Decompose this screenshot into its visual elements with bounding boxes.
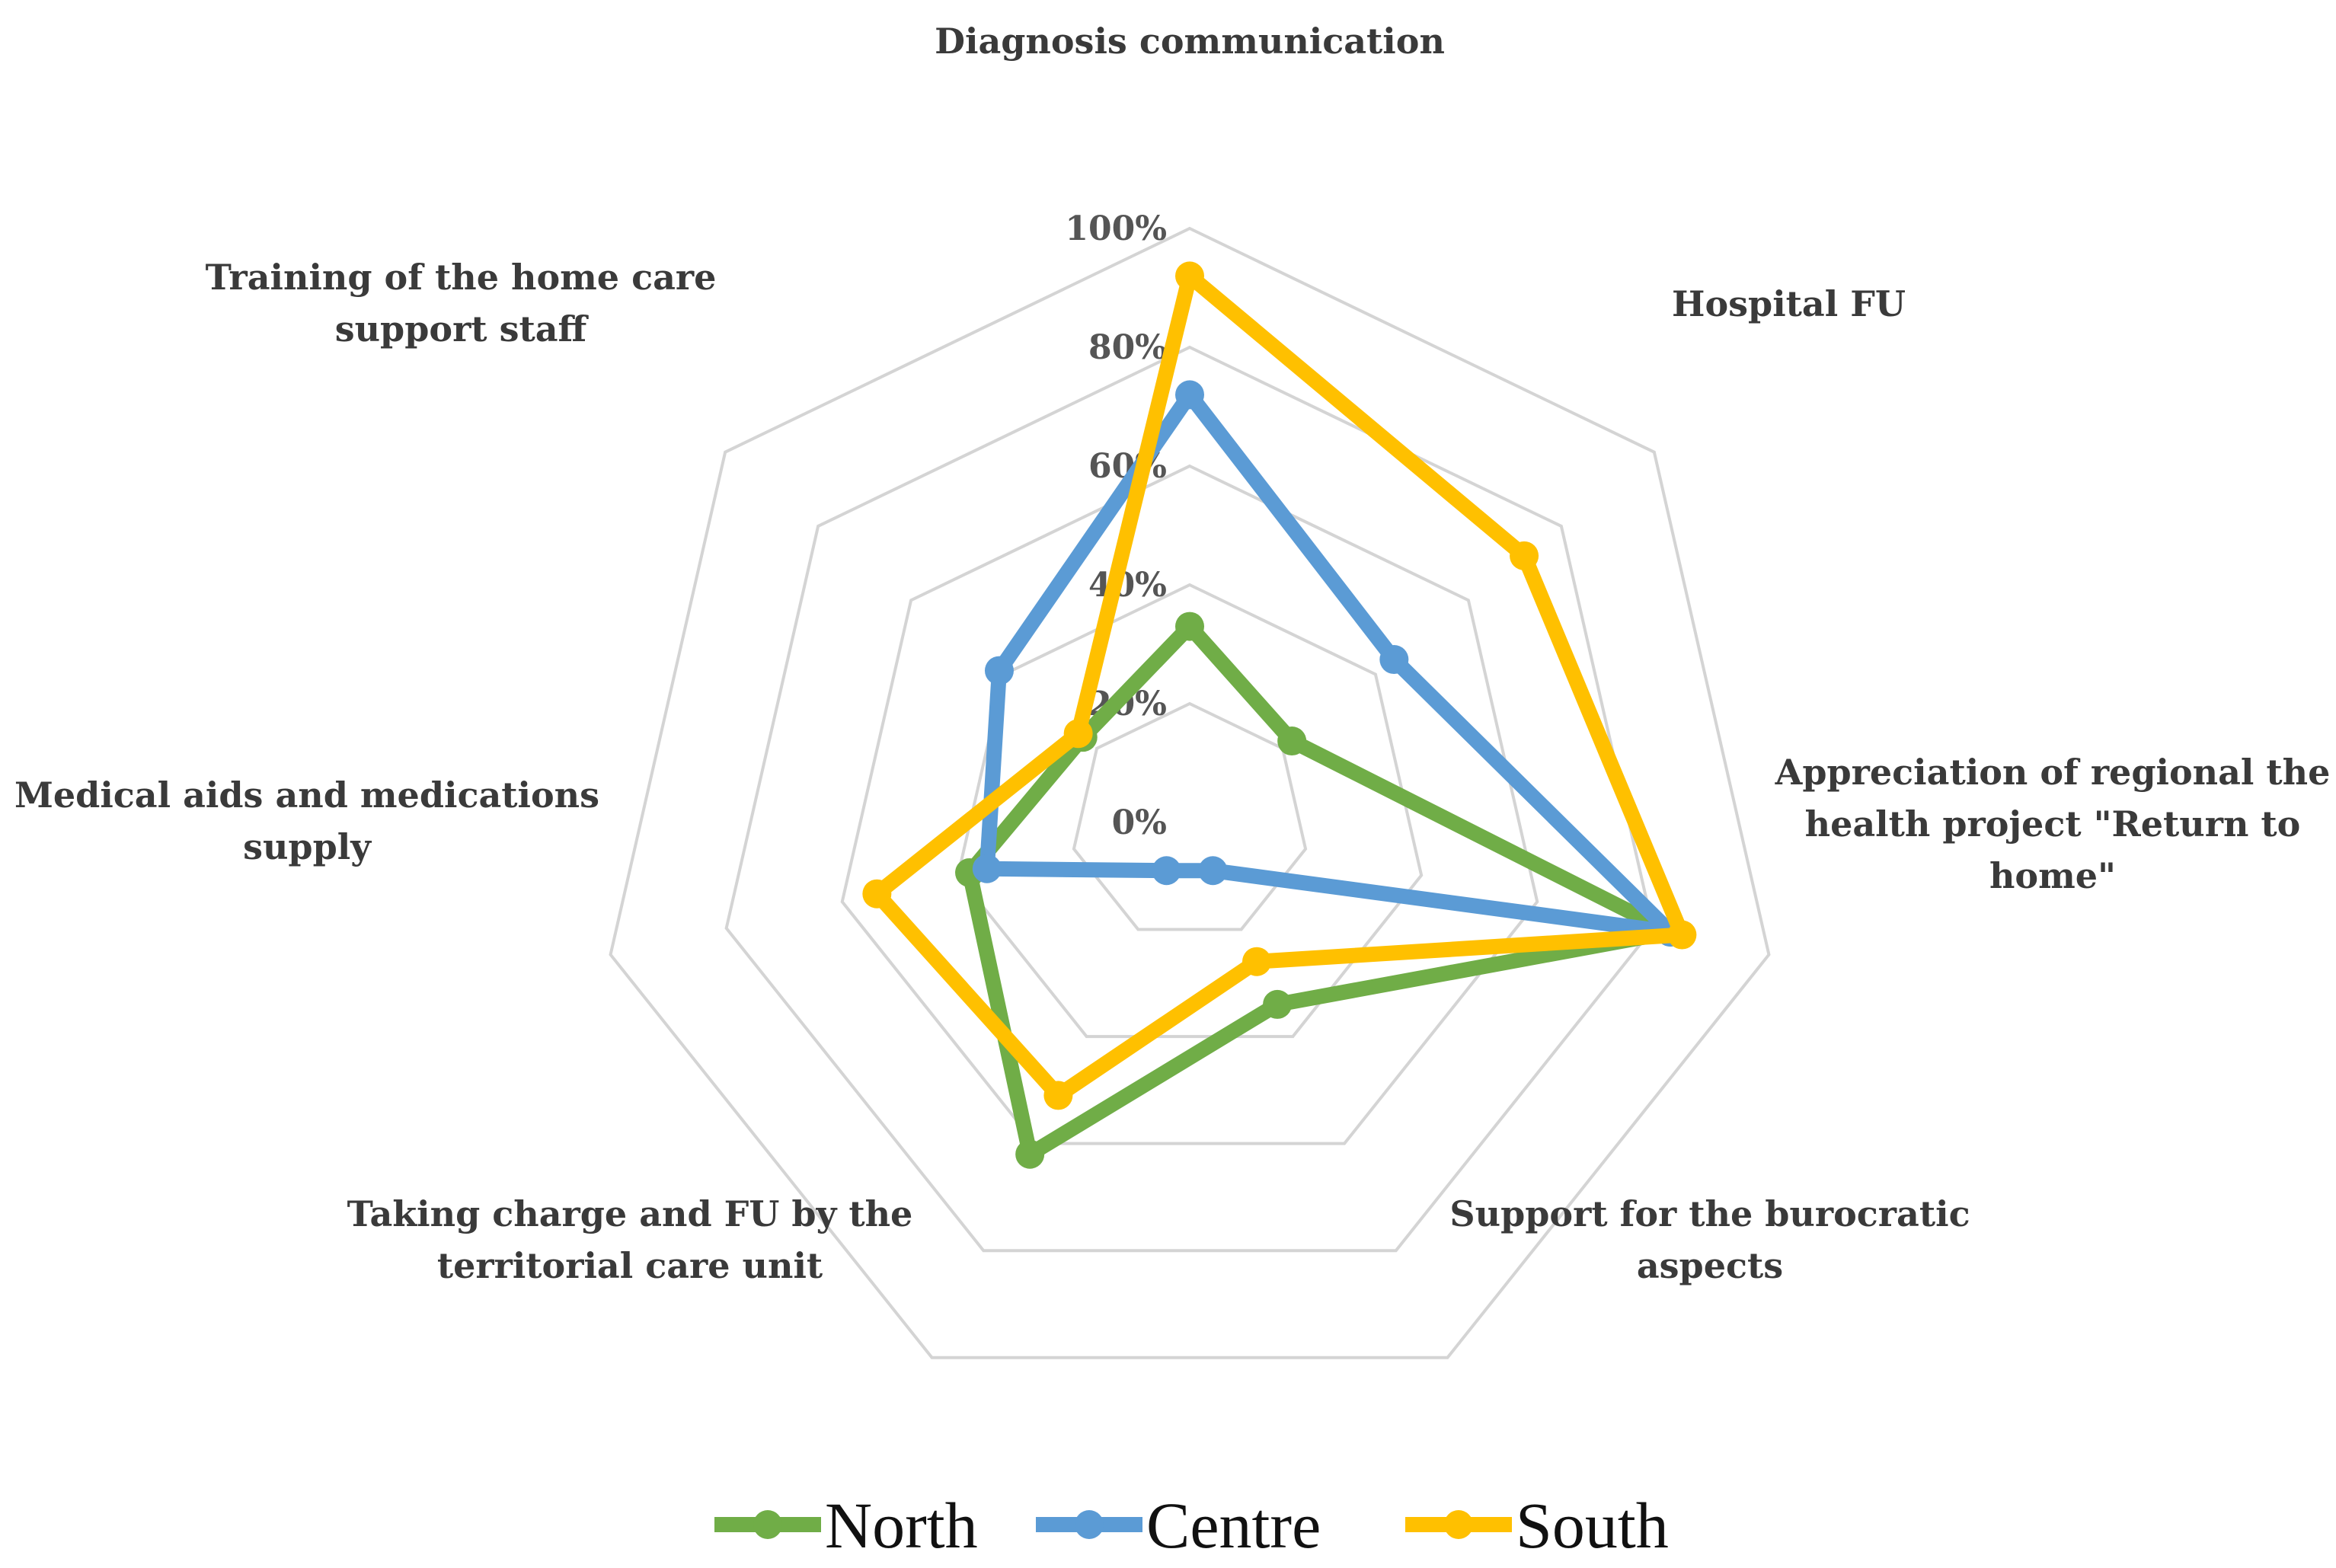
tick-label: 40% [1088, 566, 1167, 605]
category-label: Hospital FU [1672, 283, 1906, 324]
data-series [862, 261, 1697, 1169]
radial-tick-labels: 0%20%40%60%80%100% [1065, 209, 1167, 842]
category-label: Taking charge and FU by the territorial c… [347, 1193, 913, 1286]
category-label-line: Medical aids and medications [14, 774, 599, 816]
data-point [1241, 947, 1271, 976]
grid-ring [609, 226, 1771, 1359]
legend-entry: South [1405, 1489, 1669, 1562]
grid-ring [840, 464, 1539, 1145]
series-line [979, 387, 1679, 940]
tick-label: 0% [1112, 803, 1167, 842]
data-point [1379, 645, 1409, 675]
data-point [1263, 989, 1293, 1019]
data-point [1015, 1139, 1045, 1169]
data-point [972, 854, 1002, 883]
data-point [862, 879, 892, 909]
legend: North Centre South [714, 1489, 1669, 1562]
category-label: Diagnosis communication [935, 21, 1445, 62]
category-label-line: support staff [335, 308, 590, 350]
legend-label: South [1516, 1489, 1669, 1562]
data-point [1063, 719, 1093, 749]
category-label-line: Support for the burocratic [1449, 1193, 1970, 1234]
data-point [1175, 612, 1204, 641]
category-labels: Diagnosis communication Hospital FU Apprec… [14, 21, 2330, 1286]
category-label: Training of the home care support staff [206, 257, 717, 350]
radar-grid [609, 226, 1771, 1359]
legend-entry: Centre [1036, 1489, 1321, 1562]
legend-marker [1444, 1510, 1473, 1539]
category-label-line: supply [243, 826, 372, 867]
data-point [1198, 856, 1228, 886]
data-point [984, 656, 1014, 685]
category-label: Medical aids and medications supply [14, 774, 599, 867]
series-centre [972, 380, 1686, 947]
series-line [962, 618, 1679, 1162]
data-point [1175, 261, 1204, 291]
data-point [1043, 1081, 1073, 1110]
data-point [1277, 727, 1307, 756]
grid-ring [724, 345, 1655, 1253]
data-point [1175, 380, 1204, 410]
series-north [955, 612, 1686, 1169]
legend-entry: North [714, 1489, 978, 1562]
category-label: Appreciation of regional the health proje… [1775, 752, 2331, 896]
legend-marker [753, 1510, 782, 1539]
category-label: Support for the burocratic aspects [1449, 1193, 1970, 1286]
series-south [862, 261, 1697, 1110]
legend-label: Centre [1146, 1489, 1321, 1562]
data-point [1152, 856, 1181, 886]
legend-label: North [825, 1489, 978, 1562]
data-point [1667, 920, 1697, 950]
series-line [869, 268, 1690, 1103]
category-label-line: aspects [1637, 1245, 1783, 1286]
legend-marker [1075, 1510, 1104, 1539]
category-label-line: Appreciation of regional the [1775, 752, 2331, 793]
category-label-line: home" [1989, 855, 2116, 896]
category-label-line: Hospital FU [1672, 283, 1906, 324]
tick-label: 80% [1088, 328, 1167, 367]
category-label-line: health project "Return to [1805, 803, 2301, 845]
category-label-line: Taking charge and FU by the [347, 1193, 913, 1234]
tick-label: 100% [1065, 209, 1167, 248]
category-label-line: territorial care unit [437, 1245, 823, 1286]
category-label-line: Training of the home care [206, 257, 717, 298]
data-point [1510, 541, 1539, 570]
grid-ring [1072, 701, 1308, 931]
category-label-line: Diagnosis communication [935, 21, 1445, 62]
